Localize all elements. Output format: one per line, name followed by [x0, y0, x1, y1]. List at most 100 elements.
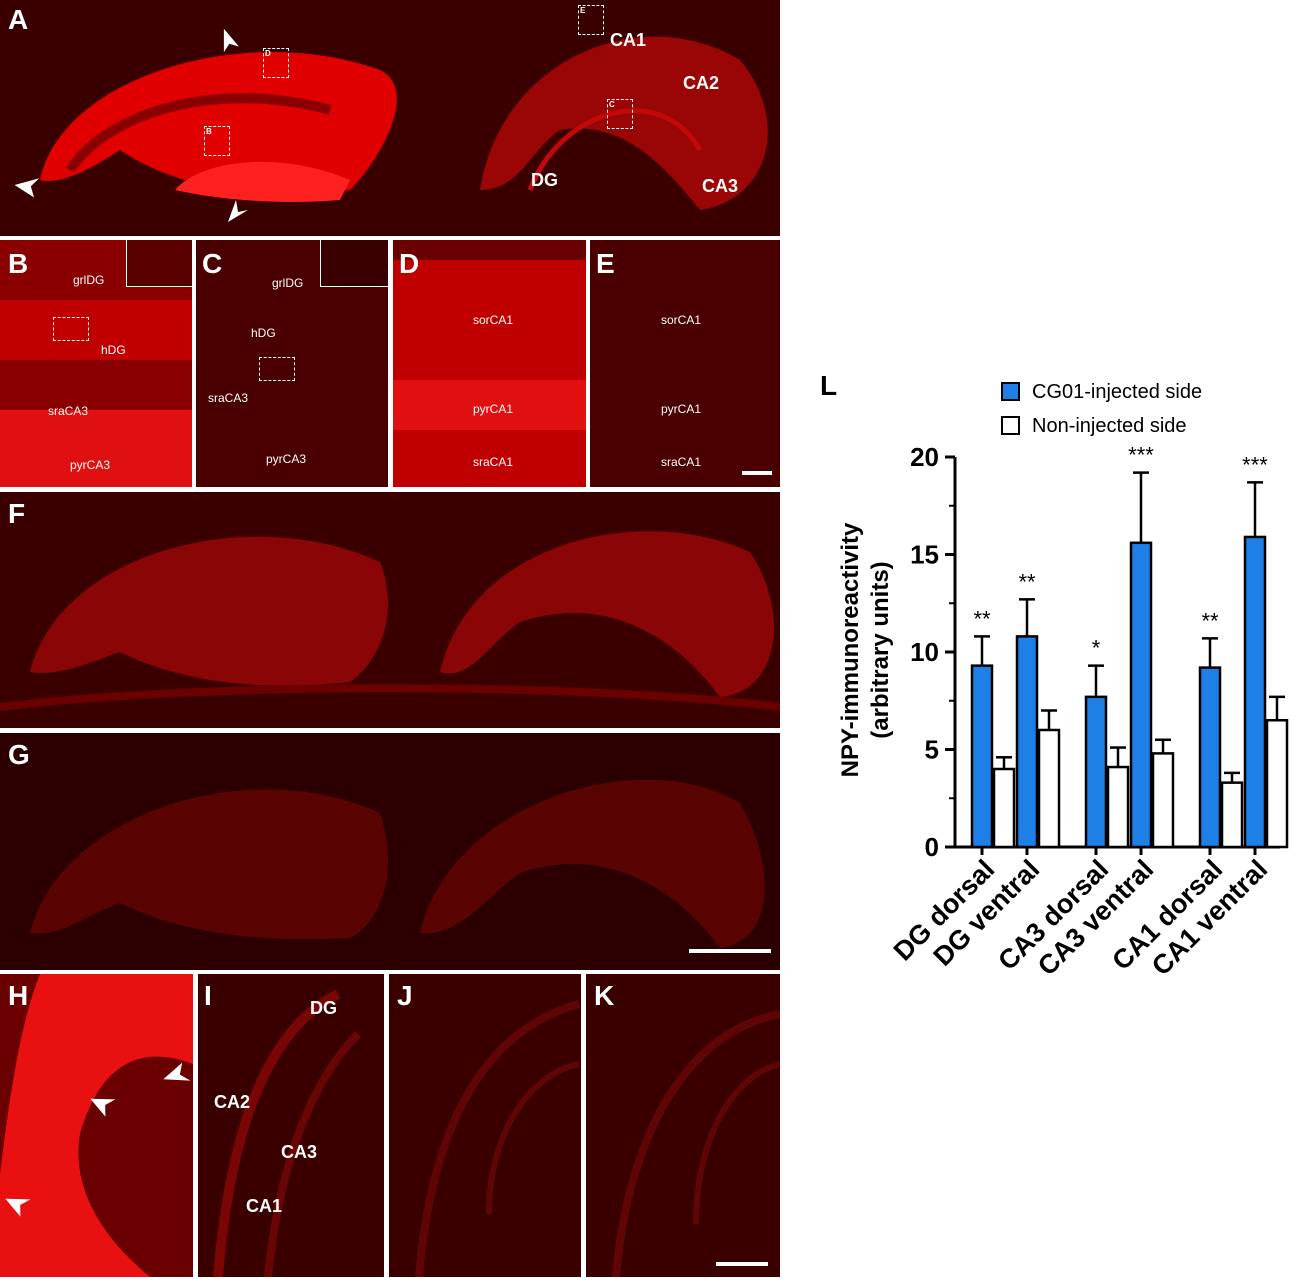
- panel-i-ca1: CA1: [246, 1196, 283, 1216]
- panel-d-sraca1: sraCA1: [473, 455, 514, 469]
- panel-e-label: E: [596, 248, 615, 279]
- panel-c-sraca3: sraCA3: [208, 391, 249, 405]
- y-axis-label-line2: (arbitrary units): [867, 561, 894, 738]
- panel-j-label: J: [397, 980, 413, 1011]
- panel-c-image: C grlDG hDG sraCA3 pyrCA3: [196, 240, 388, 487]
- bar-1-3: [1151, 752, 1175, 849]
- significance-mark-1: **: [1018, 569, 1036, 594]
- bar-1-0: [992, 767, 1016, 849]
- legend-label-0: CG01-injected side: [1032, 381, 1202, 403]
- panel-c-pyrca3: pyrCA3: [266, 452, 307, 466]
- panel-d-image: D sorCA1 pyrCA1 sraCA1: [393, 240, 586, 487]
- panel-b-grldg: grlDG: [73, 273, 105, 287]
- inset-box-e-label: E: [580, 6, 586, 15]
- significance-mark-0: **: [973, 606, 991, 631]
- panel-c-label: C: [202, 248, 223, 279]
- chart-legend: CG01-injected side Non-injected side: [1001, 381, 1202, 437]
- panel-g-image-bg: [0, 733, 780, 970]
- panel-c-cell-box: [259, 357, 295, 381]
- panel-e-sorca1: sorCA1: [661, 313, 702, 327]
- panel-b-sraca3: sraCA3: [48, 404, 89, 418]
- panel-l-chart: L CG01-injected side Non-injected side 0 5…: [800, 365, 1300, 1277]
- legend-swatch-0: [1001, 382, 1020, 401]
- panel-c-grldg: grlDG: [272, 276, 304, 290]
- region-label-ca3: CA3: [702, 176, 739, 196]
- inset-box-d: [263, 48, 289, 78]
- panel-g-scale-bar: [689, 949, 771, 953]
- region-label-dg: DG: [531, 170, 558, 190]
- y-tick-label-3: 15: [910, 540, 939, 570]
- panel-k-image: K: [586, 974, 780, 1277]
- panel-l-label: L: [820, 370, 837, 401]
- bar-0-1: [1015, 635, 1039, 849]
- panel-g-label: G: [8, 739, 30, 770]
- panel-e-image-bg: [590, 240, 780, 487]
- bar-0-5: [1243, 535, 1267, 849]
- legend-label-1: Non-injected side: [1032, 415, 1187, 437]
- panel-d-pyrca1: pyrCA1: [473, 402, 514, 416]
- significance-mark-2: *: [1092, 636, 1101, 661]
- panel-b-cell-box: [53, 317, 89, 341]
- panel-e-image: E sorCA1 pyrCA1 sraCA1: [590, 240, 780, 487]
- panel-j-image-bg: [389, 974, 581, 1277]
- panel-e-scale-bar: [742, 471, 772, 475]
- bar-1-1: [1037, 728, 1061, 849]
- y-tick-label-1: 5: [925, 735, 939, 765]
- bar-1-2: [1106, 765, 1130, 849]
- panel-f-image: F: [0, 492, 780, 728]
- bar-0-0: [970, 664, 994, 849]
- inset-box-b-label: B: [206, 127, 212, 136]
- panel-a-hippocampus-image: [0, 0, 780, 236]
- inset-box-e: [578, 5, 604, 35]
- panel-d-sorca1: sorCA1: [473, 313, 514, 327]
- panel-b-hdg: hDG: [101, 343, 126, 357]
- panel-i-image-bg: [198, 974, 384, 1277]
- panel-b-pyrca3: pyrCA3: [70, 458, 111, 472]
- inset-box-c-label: C: [609, 100, 615, 109]
- panel-b-inset: [126, 240, 192, 287]
- panel-d-image-bg: [393, 240, 586, 487]
- panel-a-image: A CA1 CA2 CA3 DG D B E C: [0, 0, 780, 236]
- inset-box-d-label: D: [265, 49, 271, 58]
- panel-d-label: D: [399, 248, 420, 279]
- panel-i-image: I DG CA2 CA3 CA1: [198, 974, 384, 1277]
- panel-i-dg: DG: [310, 998, 337, 1018]
- bar-0-3: [1129, 541, 1153, 849]
- legend-swatch-1: [1001, 416, 1020, 435]
- panel-h-label: H: [8, 980, 29, 1011]
- chart-bars: *************: [970, 443, 1289, 855]
- bar-0-2: [1084, 695, 1108, 849]
- panel-h-image: H: [0, 974, 193, 1277]
- y-tick-label-2: 10: [910, 637, 939, 667]
- panel-c-inset: [320, 240, 388, 287]
- inset-box-b: [204, 126, 230, 156]
- panel-b-image: B grlDG hDG sraCA3 pyrCA3: [0, 240, 192, 487]
- panel-g-image: G: [0, 733, 780, 970]
- panel-e-sraca1: sraCA1: [661, 455, 702, 469]
- panel-i-ca3: CA3: [281, 1142, 318, 1162]
- panel-k-image-bg: [586, 974, 780, 1277]
- panel-h-arrowheads: [5, 1062, 191, 1217]
- y-axis-label-line1: NPY-immunoreactivity: [837, 522, 864, 777]
- significance-mark-4: **: [1201, 608, 1219, 633]
- panel-h-image-bg: [0, 974, 193, 1277]
- inset-box-c: [607, 99, 633, 129]
- significance-mark-3: ***: [1128, 443, 1154, 468]
- panel-b-label: B: [8, 248, 29, 279]
- region-label-ca2: CA2: [683, 73, 720, 93]
- significance-mark-5: ***: [1242, 452, 1268, 477]
- panel-c-hdg: hDG: [251, 326, 276, 340]
- panel-k-label: K: [594, 980, 615, 1011]
- bar-chart-svg: L CG01-injected side Non-injected side 0 5…: [820, 370, 1289, 981]
- panel-i-ca2: CA2: [214, 1092, 251, 1112]
- panel-i-label: I: [204, 980, 212, 1011]
- bar-1-5: [1265, 719, 1289, 849]
- panel-j-image: J: [389, 974, 581, 1277]
- panel-f-image-bg: [0, 492, 780, 728]
- panel-e-pyrca1: pyrCA1: [661, 402, 702, 416]
- bar-0-4: [1198, 666, 1222, 849]
- panel-a-label: A: [8, 4, 29, 35]
- region-label-ca1: CA1: [610, 30, 647, 50]
- panel-f-label: F: [8, 498, 26, 529]
